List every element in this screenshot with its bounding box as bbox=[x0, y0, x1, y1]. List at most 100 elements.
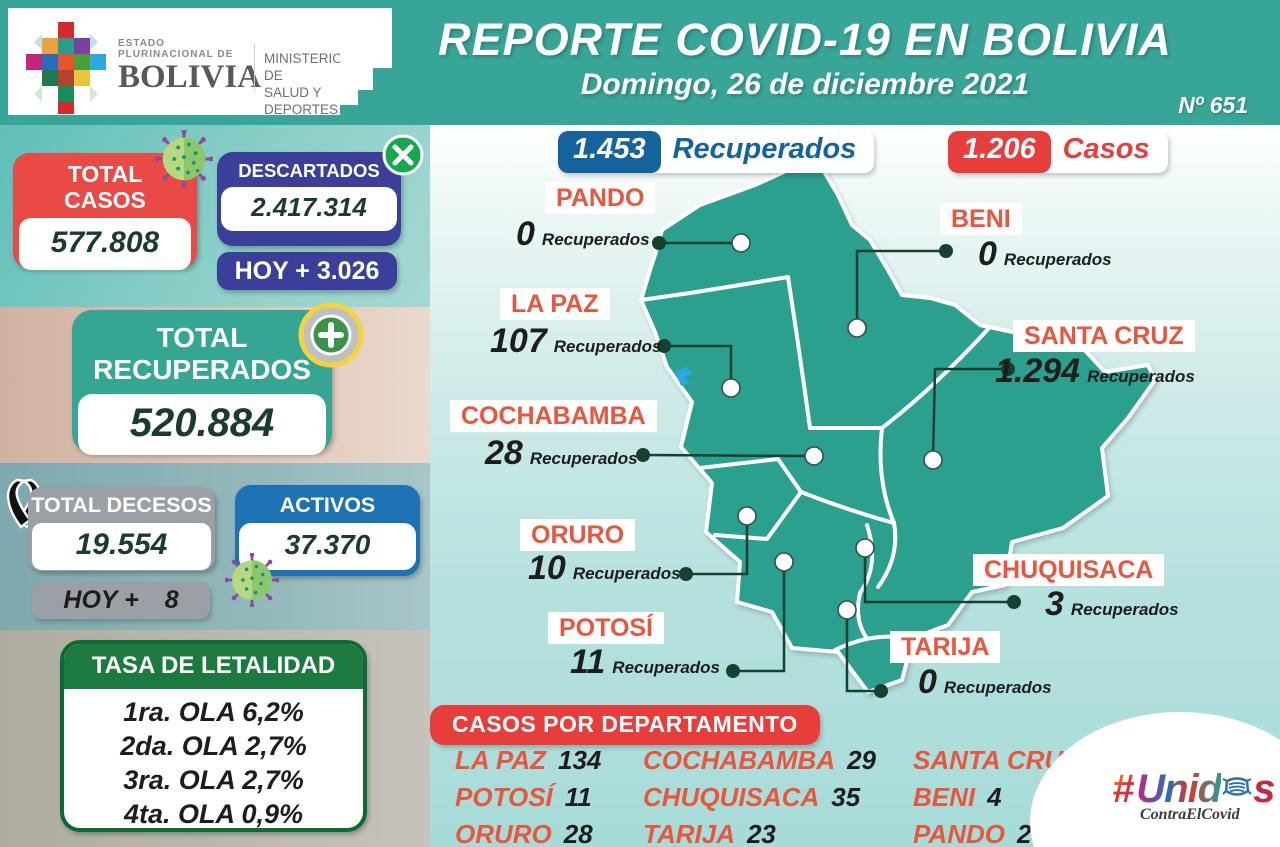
cases-name: ORURO bbox=[455, 819, 552, 847]
logo-divider bbox=[254, 43, 255, 91]
bolivia-state-emblem-icon bbox=[26, 22, 106, 114]
la-paz-recovered-word: Recuperados bbox=[553, 337, 662, 356]
oruro-recovered-word: Recuperados bbox=[572, 564, 681, 583]
chuquisaca-recovered-value: 3 bbox=[1045, 585, 1064, 623]
potosi-recovered-value: 11 bbox=[570, 643, 606, 681]
decesos-hoy-value: 8 bbox=[164, 586, 179, 614]
santa-cruz-recovered-value: 1.294 bbox=[995, 352, 1081, 390]
cases-value: 4 bbox=[987, 782, 1002, 812]
decesos-hoy-pill: HOY + 8 bbox=[32, 582, 210, 619]
cases-total-label: Casos bbox=[1062, 133, 1150, 165]
dept-value-santa-cruz: 1.294 Recuperados bbox=[995, 352, 1195, 391]
cochabamba-recovered-value: 28 bbox=[485, 434, 523, 472]
cases-cell-tarija: TARIJA 23 bbox=[643, 819, 776, 847]
la-paz-recovered-value: 107 bbox=[490, 322, 547, 360]
bolivia-map bbox=[636, 158, 1157, 698]
cases-cell-la-paz: LA PAZ 134 bbox=[455, 745, 601, 776]
tasa-row-1: 1ra. OLA 6,2% bbox=[123, 697, 304, 727]
logo-step-decoration bbox=[340, 8, 392, 68]
cases-name: PANDO bbox=[913, 819, 1005, 847]
tasa-letalidad-title: TASA DE LETALIDAD bbox=[64, 644, 363, 689]
total-decesos-card: TOTAL DECESOS 19.554 bbox=[28, 487, 215, 571]
cases-name: TARIJA bbox=[643, 819, 735, 847]
logo-state-line: ESTADO PLURINACIONAL DE bbox=[118, 38, 234, 60]
dept-value-pando: 0 Recuperados bbox=[516, 215, 650, 254]
ministry-line1: MINISTERIO DE bbox=[264, 51, 343, 83]
bolivia-outline bbox=[639, 158, 1157, 694]
dept-value-potosi: 11 Recuperados bbox=[570, 643, 720, 682]
cases-cell-chuquisaca: CHUQUISACA 35 bbox=[643, 782, 860, 813]
unidos-tail-letter: s bbox=[1253, 767, 1276, 811]
cases-total-value: 1.206 bbox=[948, 131, 1051, 173]
cases-value: 134 bbox=[558, 745, 602, 775]
department-marker-dots bbox=[721, 233, 943, 620]
face-mask-icon bbox=[1222, 775, 1252, 804]
total-casos-value: 577.808 bbox=[19, 218, 191, 270]
cases-total-badge: 1.206 Casos bbox=[948, 131, 1168, 173]
tasa-row-2: 2da. OLA 2,7% bbox=[120, 731, 307, 761]
pando-recovered-word: Recuperados bbox=[541, 230, 650, 249]
connector-lines bbox=[642, 241, 1014, 693]
dept-value-tarija: 0 Recuperados bbox=[918, 663, 1052, 702]
logo-step-decoration bbox=[340, 68, 373, 90]
total-casos-label: TOTAL CASOS bbox=[64, 161, 146, 213]
unidos-wordmark: Unid bbox=[1136, 767, 1222, 811]
unidos-contra-el-covid-logo: # Unid s ContraElCovid bbox=[1112, 767, 1277, 824]
dept-label-oruro: ORURO bbox=[520, 519, 636, 551]
cases-cell-cochabamba: COCHABAMBA 29 bbox=[643, 745, 876, 776]
oruro-recovered-value: 10 bbox=[528, 549, 566, 587]
tarija-recovered-word: Recuperados bbox=[943, 678, 1052, 697]
ministry-line2: SALUD Y DEPORTES bbox=[264, 85, 339, 117]
santa-cruz-recovered-word: Recuperados bbox=[1087, 367, 1195, 386]
recovered-total-label: Recuperados bbox=[672, 133, 857, 165]
total-casos-card: TOTAL CASOS 577.808 bbox=[13, 153, 197, 270]
cases-cell-potosi: POTOSÍ 11 bbox=[455, 782, 592, 813]
dept-label-la-paz: LA PAZ bbox=[500, 288, 610, 320]
lake-titicaca-icon bbox=[675, 367, 693, 386]
report-number: Nº 651 bbox=[1178, 92, 1248, 118]
recovered-total-badge: 1.453 Recuperados bbox=[558, 131, 875, 173]
cases-value: 23 bbox=[746, 819, 776, 847]
plus-icon bbox=[298, 302, 364, 368]
cases-value: 11 bbox=[564, 782, 592, 812]
dept-label-beni: BENI bbox=[940, 203, 1022, 235]
dept-value-la-paz: 107 Recuperados bbox=[490, 322, 661, 361]
cases-value: 35 bbox=[831, 782, 861, 812]
virus-icon bbox=[155, 130, 213, 188]
dept-value-oruro: 10 Recuperados bbox=[528, 549, 681, 588]
dept-label-tarija: TARIJA bbox=[890, 631, 1001, 663]
ministry-label: MINISTERIO DE SALUD Y DEPORTES bbox=[264, 50, 343, 118]
dept-label-santa-cruz: SANTA CRUZ bbox=[1013, 320, 1195, 352]
cases-by-department-title: CASOS POR DEPARTAMENTO bbox=[430, 705, 820, 745]
descartados-hoy-pill: HOY + 3.026 bbox=[217, 252, 397, 290]
hashtag-glyph: # bbox=[1112, 767, 1135, 811]
page-subtitle: Domingo, 26 de diciembre 2021 bbox=[580, 68, 1030, 101]
total-recuperados-label: TOTAL RECUPERADOS bbox=[93, 322, 311, 385]
map-pane: 1.453 Recuperados 1.206 Casos PANDO 0 Re… bbox=[430, 125, 1280, 847]
dept-value-chuquisaca: 3 Recuperados bbox=[1045, 585, 1179, 624]
decesos-hoy-label: HOY + bbox=[63, 586, 139, 614]
descartados-card: DESCARTADOS 2.417.314 bbox=[217, 152, 401, 246]
cases-value: 29 bbox=[847, 745, 877, 775]
descartados-label: DESCARTADOS bbox=[238, 160, 380, 181]
dept-value-beni: 0 Recuperados bbox=[978, 235, 1112, 274]
cases-value: 28 bbox=[563, 819, 593, 847]
beni-recovered-value: 0 bbox=[978, 235, 997, 273]
cases-name: POTOSÍ bbox=[455, 782, 553, 812]
total-recuperados-value: 520.884 bbox=[78, 394, 326, 455]
dept-label-cochabamba: COCHABAMBA bbox=[450, 400, 657, 432]
cases-cell-pando: PANDO 23 bbox=[913, 819, 1046, 847]
activos-label: ACTIVOS bbox=[279, 493, 376, 517]
cases-name: BENI bbox=[913, 782, 976, 812]
tasa-row-4: 4ta. OLA 0,9% bbox=[123, 799, 304, 829]
tarija-recovered-value: 0 bbox=[918, 663, 937, 701]
dept-label-pando: PANDO bbox=[545, 182, 656, 214]
page-title: REPORTE COVID-19 EN BOLIVIA bbox=[438, 14, 1172, 65]
tasa-row-3: 3ra. OLA 2,7% bbox=[123, 765, 304, 795]
beni-recovered-word: Recuperados bbox=[1003, 250, 1112, 269]
contra-el-covid-label: ContraElCovid bbox=[1140, 806, 1240, 823]
dept-label-potosi: POTOSÍ bbox=[548, 612, 665, 644]
cases-name: CHUQUISACA bbox=[643, 782, 820, 812]
cases-name: COCHABAMBA bbox=[643, 745, 836, 775]
